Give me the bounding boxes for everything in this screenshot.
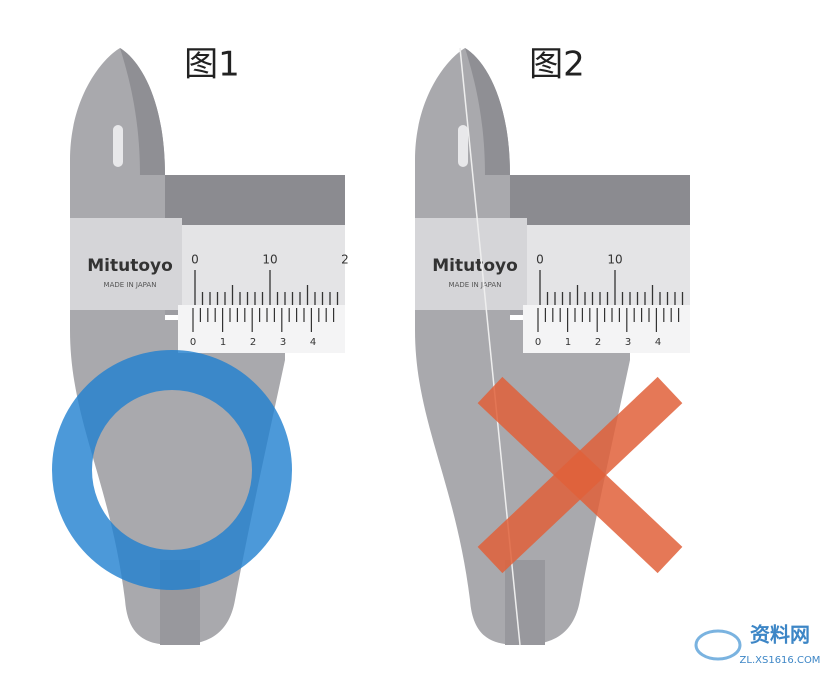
watermark-name: 资料网 <box>750 623 810 647</box>
jaw-shade <box>465 48 510 175</box>
jaw-shade <box>120 48 165 175</box>
beam-top <box>165 175 345 225</box>
vernier-plate <box>178 305 345 353</box>
vernier-scale-number: 4 <box>655 337 661 348</box>
main-scale-number: 10 <box>607 253 622 267</box>
main-scale-number: 0 <box>536 253 544 267</box>
label-plate <box>70 218 182 310</box>
origin: MADE IN JAPAN <box>449 281 502 289</box>
vernier-plate <box>523 305 690 353</box>
main-scale-number: 2 <box>341 253 349 267</box>
figure-label: 图1 <box>184 45 240 85</box>
vernier-scale-number: 0 <box>535 337 541 348</box>
brand: Mitutoyo <box>87 256 173 276</box>
vernier-scale-number: 1 <box>220 337 226 348</box>
correct-mark <box>52 350 292 590</box>
origin: MADE IN JAPAN <box>104 281 157 289</box>
vernier-scale-number: 3 <box>625 337 631 348</box>
jaw-slot <box>113 125 123 167</box>
main-scale-number: 0 <box>191 253 199 267</box>
vernier-scale-number: 1 <box>565 337 571 348</box>
label-plate <box>415 218 527 310</box>
vernier-scale-number: 4 <box>310 337 316 348</box>
vernier-scale-number: 2 <box>250 337 256 348</box>
caliper-body <box>70 48 285 645</box>
watermark-logo <box>694 629 742 661</box>
vernier-scale-number: 3 <box>280 337 286 348</box>
wrong-mark <box>477 376 683 574</box>
brand: Mitutoyo <box>432 256 518 276</box>
watermark: 资料网 ZL.XS1616.COM <box>694 623 821 666</box>
main-scale-number: 10 <box>262 253 277 267</box>
caliper-figure: Mitutoyo MADE IN JAPAN 图2 0 10 0 1 2 3 4 <box>415 45 690 646</box>
vernier-scale-number: 2 <box>595 337 601 348</box>
jaw-slot <box>458 125 468 167</box>
lower-jaw-shade <box>505 560 545 645</box>
vernier-scale-number: 0 <box>190 337 196 348</box>
watermark-url: ZL.XS1616.COM <box>740 655 821 666</box>
beam-top <box>510 175 690 225</box>
figure-label: 图2 <box>529 45 585 85</box>
